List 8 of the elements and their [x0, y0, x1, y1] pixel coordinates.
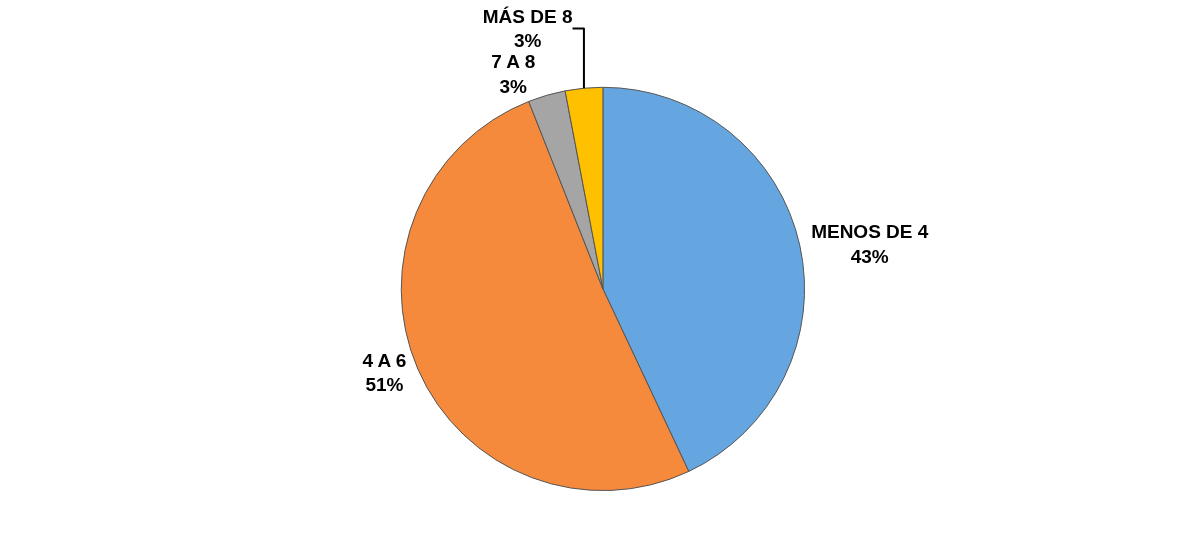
- data-label: 3%: [513, 30, 542, 52]
- slice-label: 7 A 8: [491, 51, 536, 73]
- slice-label: MÁS DE 8: [482, 5, 573, 27]
- data-label: 3%: [499, 76, 528, 98]
- data-label: 51%: [365, 374, 404, 396]
- slice-label: MENOS DE 4: [811, 221, 929, 243]
- data-label: 43%: [850, 245, 889, 267]
- slice-label: 4 A 6: [362, 349, 407, 371]
